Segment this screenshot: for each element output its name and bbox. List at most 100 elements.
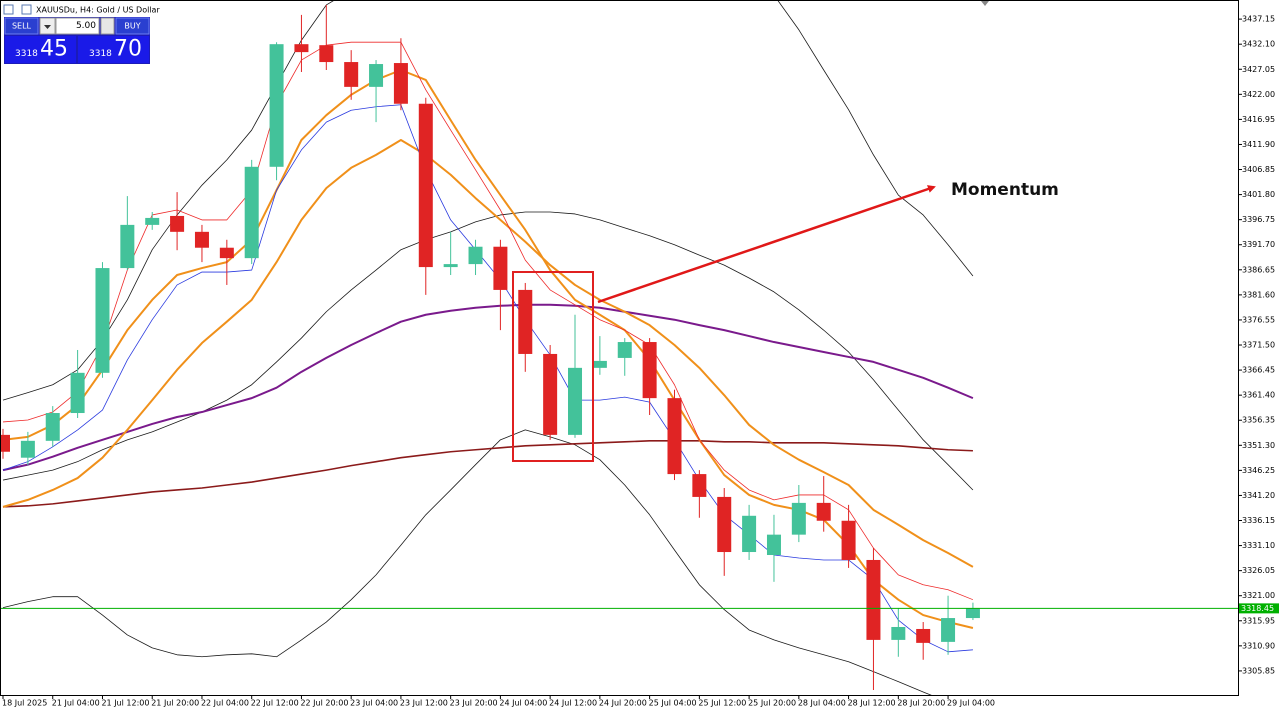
x-tick-label: 23 Jul 12:00 xyxy=(400,699,448,708)
x-tick-label: 18 Jul 2025 xyxy=(2,699,47,708)
lot-value: 5.00 xyxy=(76,21,96,31)
candle-body xyxy=(418,103,433,268)
candle-body xyxy=(791,502,806,535)
candle-body xyxy=(916,628,931,643)
indicator-line xyxy=(2,211,974,491)
window-icon xyxy=(3,4,14,15)
candle-body xyxy=(742,515,757,553)
y-tick-label: 3310.90 xyxy=(1242,641,1275,650)
x-tick-label: 21 Jul 04:00 xyxy=(52,699,100,708)
y-tick-label: 3361.40 xyxy=(1242,391,1275,400)
candle-body xyxy=(766,534,781,556)
candle-body xyxy=(95,268,110,373)
highlight-box xyxy=(512,271,594,462)
trade-panel: SELL 5.00 BUY 3318 45 3318 70 xyxy=(4,17,150,64)
indicator-line xyxy=(2,138,974,568)
candle-body xyxy=(692,474,707,497)
buy-button[interactable] xyxy=(115,17,150,35)
candle-body xyxy=(319,45,334,63)
x-tick-label: 24 Jul 12:00 xyxy=(549,699,597,708)
candle-body xyxy=(443,264,458,268)
indicator-line xyxy=(2,41,974,601)
indicator-line xyxy=(2,429,932,695)
x-tick-label: 28 Jul 04:00 xyxy=(798,699,846,708)
candle-body xyxy=(369,64,384,87)
y-tick-label: 3366.45 xyxy=(1242,366,1275,375)
x-tick-label: 22 Jul 12:00 xyxy=(251,699,299,708)
y-tick-label: 3416.95 xyxy=(1242,115,1275,124)
y-tick-label: 3381.60 xyxy=(1242,290,1275,299)
candle-body xyxy=(468,246,483,265)
candle-body xyxy=(592,360,607,368)
x-tick-label: 22 Jul 04:00 xyxy=(201,699,249,708)
candle-body xyxy=(70,372,85,414)
buy-price-box[interactable] xyxy=(78,36,149,63)
y-tick-label: 3351.30 xyxy=(1242,441,1275,450)
candle-body xyxy=(617,342,632,358)
candle-body xyxy=(294,44,309,53)
y-tick-label: 3376.55 xyxy=(1242,315,1275,324)
shift-marker xyxy=(981,1,989,6)
x-tick-label: 28 Jul 12:00 xyxy=(848,699,896,708)
x-tick-label: 22 Jul 20:00 xyxy=(300,699,348,708)
window-title: XAUUSDu, H4: Gold / US Dollar xyxy=(36,6,160,15)
y-tick-label: 3386.65 xyxy=(1242,265,1275,274)
candle-body xyxy=(493,246,508,290)
y-tick-label: 3356.35 xyxy=(1242,416,1275,425)
candle-body xyxy=(1,434,10,452)
candle-body xyxy=(941,618,956,642)
annotation-arrow xyxy=(597,185,936,304)
y-tick-label: 3411.90 xyxy=(1242,140,1275,149)
buy-price-main: 3318 xyxy=(89,49,112,59)
y-tick-label: 3401.80 xyxy=(1242,190,1275,199)
sell-label: SELL xyxy=(12,22,32,31)
candle-body xyxy=(965,608,980,619)
annotation-text: Momentum xyxy=(951,180,1059,200)
candle-body xyxy=(120,224,135,269)
y-tick-label: 3305.85 xyxy=(1242,666,1275,675)
x-tick-label: 23 Jul 04:00 xyxy=(350,699,398,708)
sell-price-box[interactable] xyxy=(5,36,76,63)
candle-body xyxy=(269,44,284,167)
indicator-line xyxy=(2,303,974,472)
candle-body xyxy=(717,496,732,553)
y-tick-label: 3346.25 xyxy=(1242,466,1275,475)
candle-body xyxy=(518,289,533,354)
candle-body xyxy=(667,398,682,475)
y-tick-label: 3341.20 xyxy=(1242,491,1275,500)
candle-body xyxy=(45,413,60,441)
y-tick-label: 3371.50 xyxy=(1242,341,1275,350)
y-tick-label: 3321.00 xyxy=(1242,591,1275,600)
candle-body xyxy=(244,166,259,259)
y-tick-label: 3422.00 xyxy=(1242,90,1275,99)
x-tick-label: 24 Jul 04:00 xyxy=(499,699,547,708)
candle-body xyxy=(816,502,831,521)
candle-body xyxy=(194,231,209,248)
y-tick-label: 3391.70 xyxy=(1242,240,1275,249)
current-price-label: 3318.45 xyxy=(1241,604,1274,613)
lot-spinner[interactable] xyxy=(100,17,115,35)
x-tick-label: 25 Jul 12:00 xyxy=(698,699,746,708)
y-tick-label: 3336.15 xyxy=(1242,516,1275,525)
window-icon xyxy=(21,4,32,15)
candle-body xyxy=(170,215,185,232)
y-tick-label: 3396.75 xyxy=(1242,215,1275,224)
y-tick-label: 3326.05 xyxy=(1242,566,1275,575)
sell-price-pips: 45 xyxy=(40,37,68,62)
lot-field[interactable] xyxy=(55,17,100,35)
x-tick-label: 23 Jul 20:00 xyxy=(450,699,498,708)
plot-area xyxy=(1,1,1238,695)
x-tick-label: 25 Jul 04:00 xyxy=(649,699,697,708)
sell-button[interactable] xyxy=(4,17,39,35)
indicator-line xyxy=(2,104,973,653)
buy-label: BUY xyxy=(124,22,140,31)
candle-body xyxy=(891,626,906,640)
candle-body xyxy=(841,520,856,560)
candle-body xyxy=(568,367,583,435)
candle-body xyxy=(344,62,359,87)
candle-body xyxy=(642,342,657,399)
candle-body xyxy=(866,559,881,640)
buy-price-pips: 70 xyxy=(114,37,142,62)
